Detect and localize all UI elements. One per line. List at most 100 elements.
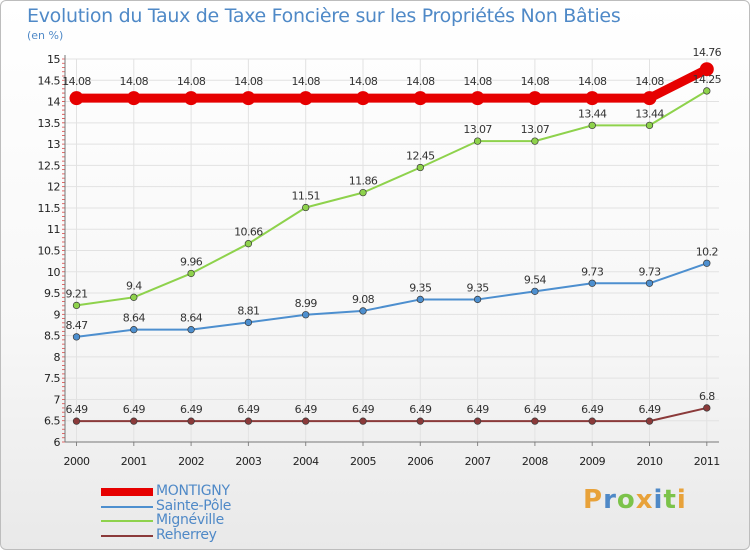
x-tick-label: 2011 — [694, 455, 720, 468]
grid-lines — [65, 58, 719, 443]
data-point — [302, 203, 310, 212]
legend-label: MONTIGNY — [156, 483, 230, 499]
data-point — [642, 91, 657, 106]
data-point — [531, 137, 539, 145]
data-label: 9.08 — [352, 293, 375, 306]
legend-swatch — [101, 520, 153, 522]
data-label: 14.76 — [693, 46, 722, 59]
data-point — [703, 404, 711, 412]
logo-letter: t — [663, 485, 677, 515]
data-point — [359, 417, 367, 425]
data-label: 9.54 — [524, 273, 547, 286]
data-point — [130, 293, 138, 301]
data-label: 6.49 — [65, 403, 88, 416]
data-point — [130, 326, 138, 334]
logo-letter: i — [653, 485, 664, 515]
data-point — [356, 91, 370, 106]
data-label: 14.08 — [578, 75, 607, 88]
y-tick-label: 11 — [47, 223, 60, 236]
y-tick-label: 8 — [54, 351, 61, 364]
data-label: 12.45 — [406, 150, 435, 163]
data-label: 6.49 — [295, 403, 318, 416]
data-point — [645, 417, 654, 425]
data-label: 6.49 — [237, 403, 260, 416]
data-label: 14.08 — [234, 75, 263, 88]
x-tick-label: 2006 — [407, 455, 433, 468]
data-label: 6.49 — [180, 403, 203, 416]
data-label: 13.07 — [463, 123, 492, 136]
data-label: 9.73 — [638, 265, 661, 278]
data-label: 14.08 — [177, 75, 206, 88]
data-label: 14.08 — [62, 75, 91, 88]
y-tick-label: 12 — [47, 181, 60, 194]
data-point — [130, 417, 138, 425]
data-point — [359, 188, 367, 197]
data-point — [359, 307, 367, 315]
x-tick-label: 2005 — [350, 455, 376, 468]
data-label: 8.64 — [180, 312, 203, 325]
proxiti-logo: Proxiti — [583, 485, 687, 515]
x-tick-label: 2008 — [522, 455, 548, 468]
data-point — [531, 287, 539, 296]
x-tick-label: 2010 — [637, 455, 663, 468]
legend-swatch — [101, 534, 153, 537]
series-line-0 — [72, 64, 712, 103]
data-point — [588, 279, 596, 287]
data-label: 13.44 — [635, 107, 664, 120]
data-point — [416, 163, 424, 172]
data-point — [126, 91, 141, 106]
legend-label: Mignéville — [156, 512, 224, 528]
data-point — [302, 417, 310, 425]
data-point — [473, 137, 482, 145]
y-tick-label: 10 — [47, 266, 60, 279]
data-label: 11.86 — [349, 175, 378, 188]
data-point — [473, 295, 482, 304]
x-tick-label: 2009 — [579, 455, 605, 468]
data-labels: 8.47 8.64 8.64 8.81 8.99 9.08 9.35 9.35 9.54 9.73… — [62, 46, 722, 416]
y-tick-label: 6.5 — [44, 415, 60, 428]
data-point — [187, 269, 195, 278]
y-tick-label: 11.5 — [38, 202, 61, 215]
x-tick-label: 2001 — [121, 455, 147, 468]
data-point — [69, 91, 84, 106]
data-point — [703, 259, 711, 267]
data-label: 9.35 — [409, 281, 432, 294]
data-point — [416, 417, 424, 425]
chart-title: Evolution du Taux de Taxe Foncière sur l… — [27, 5, 621, 27]
data-label: 14.08 — [406, 75, 435, 88]
data-label: 9.4 — [126, 279, 142, 292]
data-point — [298, 91, 313, 106]
data-label: 14.08 — [349, 75, 378, 88]
data-label: 13.44 — [578, 107, 607, 120]
data-point — [527, 91, 542, 106]
data-point — [531, 417, 539, 425]
y-tick-label: 15 — [47, 53, 60, 66]
axes: 6 6.5 7 7.5 8 8.5 9 9.5 10 10.5 11 11.5 12 12.5 13 13.5… — [38, 53, 721, 468]
data-label: 8.99 — [295, 297, 318, 310]
logo-letter: x — [635, 485, 654, 515]
data-label: 14.08 — [521, 75, 550, 88]
y-tick-label: 13.5 — [38, 117, 61, 130]
data-point — [588, 417, 596, 425]
logo-letter: i — [676, 485, 687, 515]
logo-letter: o — [616, 485, 636, 515]
data-label: 14.08 — [635, 75, 664, 88]
data-label: 9.35 — [467, 281, 490, 294]
data-point — [470, 91, 485, 106]
logo-letter: P — [583, 485, 604, 515]
data-label: 6.49 — [638, 403, 661, 416]
series-lines — [69, 62, 714, 425]
data-label: 6.49 — [524, 403, 547, 416]
x-tick-label: 2002 — [178, 455, 204, 468]
data-point — [244, 240, 253, 248]
data-point — [588, 121, 596, 130]
y-tick-label: 10.5 — [38, 245, 61, 258]
data-point — [72, 333, 81, 341]
data-point — [645, 279, 654, 287]
data-point — [72, 301, 81, 310]
data-label: 10.2 — [696, 245, 718, 258]
data-point — [645, 121, 654, 130]
x-tick-label: 2000 — [64, 455, 90, 468]
data-label: 8.64 — [123, 312, 146, 325]
